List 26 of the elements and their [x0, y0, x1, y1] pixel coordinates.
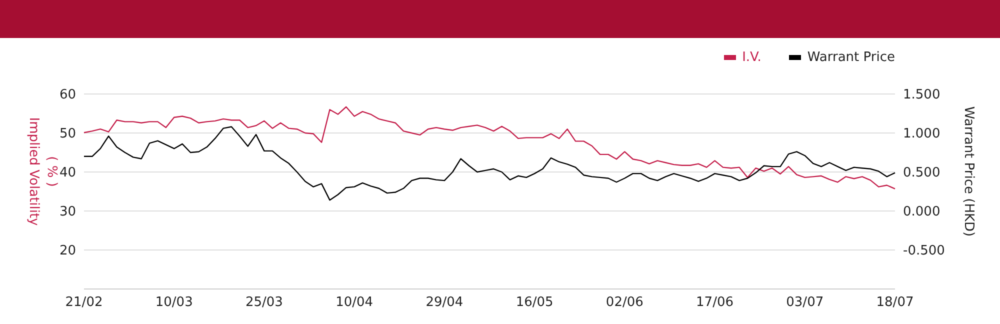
y-tick-label: 40 — [59, 166, 76, 181]
line-series — [83, 106, 896, 190]
y2-tick-label: 0.500 — [903, 166, 940, 181]
x-tick-label: 10/04 — [336, 295, 374, 310]
y-tick-label: 30 — [59, 204, 76, 220]
y-tick-label: 50 — [59, 126, 76, 142]
y2-tick-label: -0.500 — [903, 244, 945, 259]
x-tick-label: 29/04 — [426, 295, 464, 310]
x-tick-label: 25/03 — [245, 295, 283, 310]
y-tick-label: 60 — [59, 88, 76, 103]
legend-label: I.V. — [742, 50, 762, 65]
y2-axis-title: Warrant Price (HKD) — [961, 106, 976, 237]
y2-tick-label: 1.000 — [903, 126, 940, 142]
y2-tick-label: 0.000 — [903, 204, 940, 220]
y-axis-title: Implied Volatility ( % ) — [26, 117, 59, 226]
y2-tick-label: 1.500 — [903, 88, 940, 103]
x-tick-label: 02/06 — [606, 295, 644, 310]
line-series — [83, 126, 896, 201]
x-tick-label: 21/02 — [65, 295, 103, 310]
x-tick-label: 03/07 — [786, 295, 824, 310]
x-tick-label: 17/06 — [696, 295, 734, 310]
x-tick-label: 16/05 — [516, 295, 554, 310]
x-tick-label: 18/07 — [876, 295, 914, 310]
x-tick-label: 10/03 — [155, 295, 193, 310]
legend-label: Warrant Price — [807, 50, 895, 65]
y-tick-label: 20 — [59, 244, 76, 259]
